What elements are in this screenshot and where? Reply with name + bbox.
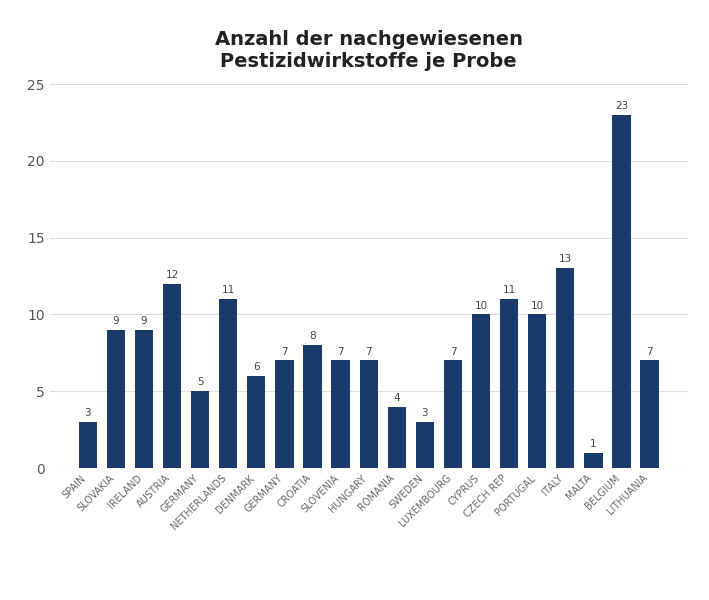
Bar (247, 376, 265, 468)
Text: 5: 5 (197, 377, 203, 388)
Bar (584, 452, 603, 468)
Bar (415, 422, 434, 468)
Bar (191, 391, 209, 468)
Bar (107, 330, 125, 468)
Bar (444, 361, 462, 468)
Bar (219, 299, 238, 468)
Text: 10: 10 (530, 301, 544, 311)
Text: 23: 23 (615, 101, 628, 111)
Text: 11: 11 (503, 285, 515, 295)
Text: 8: 8 (309, 331, 316, 341)
Text: 12: 12 (165, 270, 179, 280)
Bar (163, 284, 182, 468)
Title: Anzahl der nachgewiesenen
Pestizidwirkstoffe je Probe: Anzahl der nachgewiesenen Pestizidwirkst… (215, 31, 523, 71)
Bar (79, 422, 97, 468)
Text: 3: 3 (422, 408, 428, 418)
Text: 7: 7 (365, 347, 372, 356)
Text: 10: 10 (474, 301, 488, 311)
Bar (640, 361, 659, 468)
Text: 9: 9 (140, 316, 147, 326)
Bar (135, 330, 153, 468)
Bar (359, 361, 378, 468)
Bar (472, 314, 490, 468)
Text: 9: 9 (113, 316, 119, 326)
Bar (388, 407, 406, 468)
Bar (500, 299, 518, 468)
Text: 7: 7 (337, 347, 344, 356)
Text: 4: 4 (393, 393, 400, 403)
Text: 13: 13 (559, 254, 572, 265)
Bar (275, 361, 294, 468)
Text: 7: 7 (647, 347, 653, 356)
Bar (303, 345, 322, 468)
Text: 3: 3 (84, 408, 91, 418)
Text: 1: 1 (590, 439, 597, 449)
Text: 6: 6 (253, 362, 259, 372)
Bar (613, 115, 630, 468)
Text: 7: 7 (281, 347, 288, 356)
Text: 7: 7 (450, 347, 457, 356)
Bar (556, 268, 574, 468)
Text: 11: 11 (222, 285, 235, 295)
Bar (528, 314, 547, 468)
Bar (332, 361, 350, 468)
